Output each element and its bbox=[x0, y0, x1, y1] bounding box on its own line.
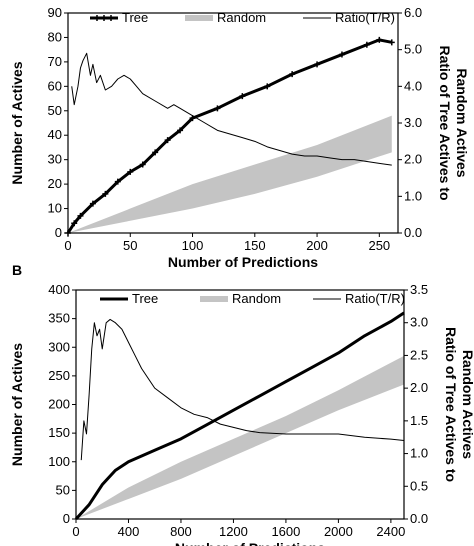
y2-tick-label: 0.5 bbox=[410, 478, 428, 493]
y-tick-label: 50 bbox=[48, 103, 62, 118]
y-tick-label: 40 bbox=[48, 127, 62, 142]
tree-point-marker bbox=[338, 51, 345, 58]
y2-tick-label: 2.5 bbox=[410, 347, 428, 362]
tree-point-marker bbox=[114, 178, 121, 185]
x-tick-label: 1600 bbox=[271, 524, 300, 539]
x-tick-label: 50 bbox=[123, 238, 137, 253]
tree-point-marker bbox=[264, 83, 271, 90]
legend-label: Ratio(T/R) bbox=[335, 10, 395, 25]
panel-label: B bbox=[12, 262, 22, 278]
y-tick-label: 250 bbox=[48, 368, 70, 383]
y2-axis-label-line-1: Ratio of Tree Actives to bbox=[437, 45, 453, 200]
y-tick-label: 30 bbox=[48, 152, 62, 167]
y-tick-label: 350 bbox=[48, 311, 70, 326]
y2-tick-label: 4.0 bbox=[404, 78, 422, 93]
tree-point-marker bbox=[239, 93, 246, 100]
y2-axis-label-line-2: Random Actives bbox=[460, 350, 474, 459]
series-random-band bbox=[76, 355, 404, 519]
tree-point-marker bbox=[139, 161, 146, 168]
y2-tick-label: 0.0 bbox=[404, 225, 422, 240]
x-tick-label: 250 bbox=[368, 238, 390, 253]
y-tick-label: 300 bbox=[48, 339, 70, 354]
y-tick-label: 150 bbox=[48, 425, 70, 440]
series-ratio-t-r-line bbox=[80, 318, 405, 461]
plot-frame bbox=[67, 12, 399, 234]
y-tick-label: 80 bbox=[48, 29, 62, 44]
series-tree-line bbox=[74, 311, 405, 521]
tree-point-marker bbox=[71, 220, 78, 227]
y-axis-label: Number of Actives bbox=[9, 343, 25, 466]
x-tick-label: 2400 bbox=[376, 524, 405, 539]
chart-panel-2: B 0 400 800 1200 1600 2000 2400 0 50 100 150 200 250 3… bbox=[9, 262, 474, 546]
x-tick-label: 2000 bbox=[324, 524, 353, 539]
tree-point-marker bbox=[214, 105, 221, 112]
tree-point-marker bbox=[388, 39, 395, 46]
y-tick-label: 70 bbox=[48, 54, 62, 69]
tree-point-marker bbox=[102, 190, 109, 197]
tree-point-marker bbox=[164, 137, 171, 144]
y-tick-label: 50 bbox=[56, 482, 70, 497]
legend-label: Random bbox=[217, 10, 266, 25]
x-axis-label: Number of Predictions bbox=[168, 254, 318, 270]
y2-tick-label: 1.5 bbox=[410, 413, 428, 428]
y2-axis-label-line-2: Random Actives bbox=[454, 68, 470, 177]
x-tick-label: 200 bbox=[306, 238, 328, 253]
tree-point-marker bbox=[177, 127, 184, 134]
tree-point-marker bbox=[314, 61, 321, 68]
x-tick-label: 800 bbox=[170, 524, 192, 539]
tree-point-marker bbox=[363, 41, 370, 48]
tree-point-marker bbox=[77, 212, 84, 219]
y2-tick-label: 1.0 bbox=[410, 446, 428, 461]
y2-tick-label: 1.0 bbox=[404, 188, 422, 203]
y2-tick-label: 0.0 bbox=[410, 511, 428, 526]
y-tick-label: 0 bbox=[55, 225, 62, 240]
y2-tick-label: 5.0 bbox=[404, 42, 422, 57]
tree-point-marker bbox=[376, 36, 383, 43]
y-axis-label: Number of Actives bbox=[9, 61, 25, 184]
y-tick-label: 0 bbox=[63, 511, 70, 526]
y-tick-label: 90 bbox=[48, 5, 62, 20]
x-axis-label: Number of Predictions bbox=[175, 540, 325, 546]
plot-frame bbox=[75, 289, 405, 520]
legend-label: Tree bbox=[132, 291, 158, 306]
y2-tick-label: 3.0 bbox=[410, 315, 428, 330]
y-tick-label: 100 bbox=[48, 454, 70, 469]
x-tick-label: 0 bbox=[64, 238, 71, 253]
tree-point-marker bbox=[127, 168, 134, 175]
x-tick-label: 400 bbox=[118, 524, 140, 539]
legend-label: Ratio(T/R) bbox=[345, 291, 405, 306]
chart-panel-1: 0 50 100 150 200 250 0 10 20 30 40 50 60 70 80 90 0.0 1.0… bbox=[9, 5, 470, 270]
x-tick-label: 150 bbox=[244, 238, 266, 253]
tree-point-marker bbox=[152, 149, 159, 156]
y2-tick-label: 2.0 bbox=[410, 380, 428, 395]
y2-tick-label: 6.0 bbox=[404, 5, 422, 20]
y-tick-label: 400 bbox=[48, 282, 70, 297]
y-tick-label: 10 bbox=[48, 201, 62, 216]
tree-point-marker bbox=[289, 71, 296, 78]
x-tick-label: 0 bbox=[72, 524, 79, 539]
series-ratio-t-r-line bbox=[71, 52, 392, 166]
y2-tick-label: 3.0 bbox=[404, 115, 422, 130]
y2-tick-label: 2.0 bbox=[404, 152, 422, 167]
legend-label: Tree bbox=[122, 10, 148, 25]
y2-tick-label: 3.5 bbox=[410, 282, 428, 297]
x-tick-label: 100 bbox=[182, 238, 204, 253]
y-tick-label: 200 bbox=[48, 397, 70, 412]
y-tick-label: 20 bbox=[48, 176, 62, 191]
y2-axis-label-line-1: Ratio of Tree Actives to bbox=[443, 327, 459, 482]
tree-point-marker bbox=[89, 200, 96, 207]
y-tick-label: 60 bbox=[48, 78, 62, 93]
series-random-band bbox=[68, 115, 392, 233]
legend-label: Random bbox=[232, 291, 281, 306]
x-tick-label: 1200 bbox=[219, 524, 248, 539]
